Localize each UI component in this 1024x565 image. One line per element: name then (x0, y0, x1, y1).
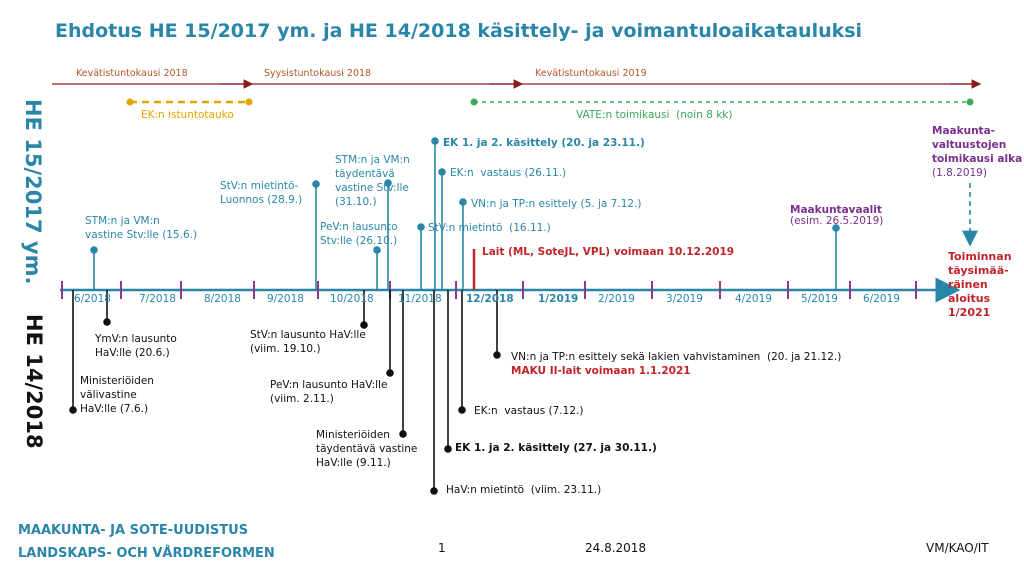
event-ministerioiden-taydentava: Ministeriöiden täydentävä vastine HaV:ll… (316, 429, 418, 469)
event-stv-mietinto: StV:n mietintö (16.11.) (428, 222, 551, 234)
event-maakuntavaalit: Maakuntavaalit (790, 204, 882, 216)
event-ek-kasittely: EK 1. ja 2. käsittely (20. ja 23.11.) (443, 137, 645, 149)
month-label: 12/2018 (466, 293, 514, 305)
event-ek-vastaus: EK:n vastaus (26.11.) (450, 167, 567, 179)
footer-page-number: 1 (438, 541, 446, 555)
month-label: 6/2019 (863, 293, 900, 305)
he15-side-label: HE 15/2017 ym. (21, 99, 45, 285)
event-stv-lausunto: StV:n lausunto HaV:lle (viim. 19.10.) (250, 329, 366, 355)
month-label: 11/2018 (398, 293, 442, 305)
event-pev-lausunto: PeV:n lausunto Stv:lle (26.10.) (320, 221, 398, 247)
month-label: 8/2018 (204, 293, 241, 305)
event-lait-voimaan: Lait (ML, SoteJL, VPL) voimaan 10.12.201… (482, 246, 735, 258)
month-label: 2/2019 (598, 293, 635, 305)
event-maku-ii-voimaan: MAKU II-lait voimaan 1.1.2021 (511, 365, 691, 377)
page-title: Ehdotus HE 15/2017 ym. ja HE 14/2018 käs… (55, 20, 863, 42)
month-label: 3/2019 (666, 293, 703, 305)
ek-break-label: EK:n istuntotauko (141, 109, 234, 121)
month-label: 5/2019 (801, 293, 838, 305)
event-stv-mietinto-luonnos: StV:n mietintö- Luonnos (28.9.) (220, 180, 303, 206)
event-ymv-lausunto: YmV:n lausunto HaV:lle (20.6.) (95, 333, 177, 359)
month-label: 1/2019 (538, 293, 579, 305)
footer-line2: LANDSKAPS- OCH VÅRDREFORMEN (18, 546, 275, 561)
month-label: 7/2018 (139, 293, 176, 305)
event-ek-vastaus-2: EK:n vastaus (7.12.) (474, 405, 584, 417)
footer-code: VM/KAO/IT (926, 541, 989, 555)
month-label: 4/2019 (735, 293, 772, 305)
footer-date: 24.8.2018 (585, 541, 647, 555)
event-pev-lausunto-hav: PeV:n lausunto HaV:lle (viim. 2.11.) (270, 379, 388, 405)
event-maakuntavaalit-date: (esim. 26.5.2019) (790, 215, 884, 227)
footer-brand: MAAKUNTA- JA SOTE-UUDISTUS LANDSKAPS- OC… (18, 519, 275, 565)
month-label: 10/2018 (330, 293, 374, 305)
he14-side-label: HE 14/2018 (22, 314, 46, 449)
event-vn-tp-vahvistaminen: VN:n ja TP:n esittely sekä lakien vahvis… (511, 351, 842, 363)
session-label-autumn-2018: Syysistuntokausi 2018 (264, 68, 372, 79)
vate-label: VATE:n toimikausi (noin 8 kk) (576, 109, 733, 121)
event-valtuustojen-date: (1.8.2019) (932, 167, 987, 179)
session-label-spring-2018: Kevätistuntokausi 2018 (76, 68, 188, 79)
event-stm-vm-taydentava: STM:n ja VM:n täydentävä vastine Stv:lle… (335, 154, 410, 208)
event-hav-mietinto: HaV:n mietintö (viim. 23.11.) (446, 484, 602, 496)
event-vn-tp-esittely: VN:n ja TP:n esittely (5. ja 7.12.) (471, 198, 642, 210)
event-stm-vm-vastine: STM:n ja VM:n vastine Stv:lle (15.6.) (85, 215, 198, 241)
event-toiminnan-aloitus: Toiminnan täysimää- räinen aloitus 1/202… (948, 250, 1012, 319)
month-label: 6/2018 (74, 293, 111, 305)
month-label: 9/2018 (267, 293, 304, 305)
event-ministerioiden-valivastine: Ministeriöiden välivastine HaV:lle (7.6.… (80, 375, 154, 415)
session-label-spring-2019: Kevätistuntokausi 2019 (535, 68, 647, 79)
footer-line1: MAAKUNTA- JA SOTE-UUDISTUS (18, 523, 249, 538)
event-ek-kasittely-2: EK 1. ja 2. käsittely (27. ja 30.11.) (455, 442, 657, 454)
event-valtuustojen-toimikausi: Maakunta- valtuustojen toimikausi alka (932, 125, 1023, 165)
